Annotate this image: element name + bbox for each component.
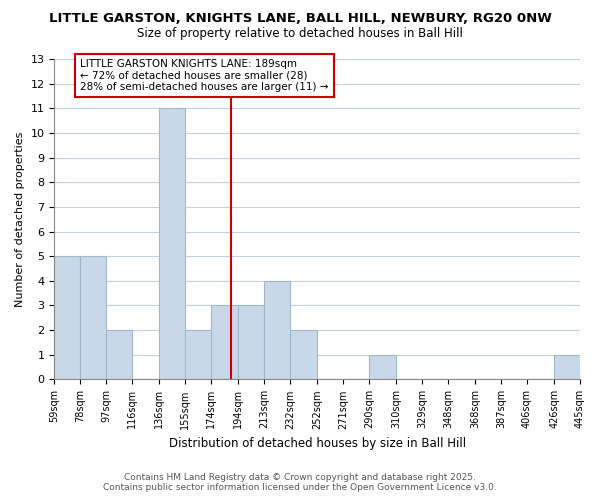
X-axis label: Distribution of detached houses by size in Ball Hill: Distribution of detached houses by size …: [169, 437, 466, 450]
Bar: [264, 281, 290, 380]
Bar: [290, 330, 317, 380]
Text: LITTLE GARSTON, KNIGHTS LANE, BALL HILL, NEWBURY, RG20 0NW: LITTLE GARSTON, KNIGHTS LANE, BALL HILL,…: [49, 12, 551, 26]
Y-axis label: Number of detached properties: Number of detached properties: [15, 132, 25, 307]
Bar: [106, 330, 132, 380]
Bar: [211, 306, 238, 380]
Text: Contains HM Land Registry data © Crown copyright and database right 2025.
Contai: Contains HM Land Registry data © Crown c…: [103, 473, 497, 492]
Bar: [554, 355, 580, 380]
Bar: [185, 330, 211, 380]
Bar: [369, 355, 396, 380]
Text: LITTLE GARSTON KNIGHTS LANE: 189sqm
← 72% of detached houses are smaller (28)
28: LITTLE GARSTON KNIGHTS LANE: 189sqm ← 72…: [80, 59, 329, 92]
Bar: [238, 306, 264, 380]
Bar: [55, 256, 80, 380]
Bar: [80, 256, 106, 380]
Bar: [159, 108, 185, 380]
Text: Size of property relative to detached houses in Ball Hill: Size of property relative to detached ho…: [137, 28, 463, 40]
